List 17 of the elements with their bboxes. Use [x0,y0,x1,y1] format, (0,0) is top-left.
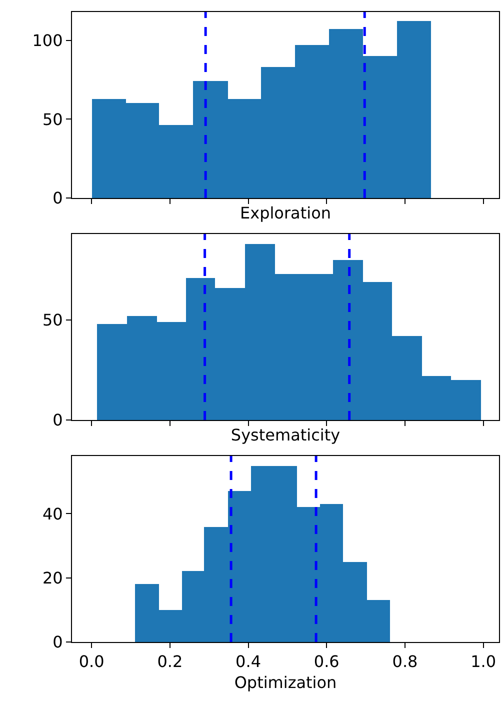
x-axis-title: Optimization [234,672,337,692]
x-tick-label: 0.4 [236,652,262,672]
x-tick-label: 0.0 [78,652,104,672]
x-axis-title: Exploration [240,204,331,223]
y-tick-label: 0 [52,188,63,208]
x-axis-title: Systematicity [230,426,340,445]
y-tick-label: 50 [42,110,63,129]
y-tick-label: 50 [42,310,63,330]
x-tick-label: 0.2 [157,652,183,672]
y-tick-label: 100 [32,30,63,50]
y-tick-label: 40 [42,504,63,524]
y-tick-label: 20 [42,568,63,588]
x-tick-label: 1.0 [470,652,496,672]
y-tick-label: 0 [52,632,63,652]
x-tick-label: 0.6 [314,652,340,672]
x-tick-label: 0.8 [392,652,418,672]
y-tick-label: 0 [52,410,63,430]
